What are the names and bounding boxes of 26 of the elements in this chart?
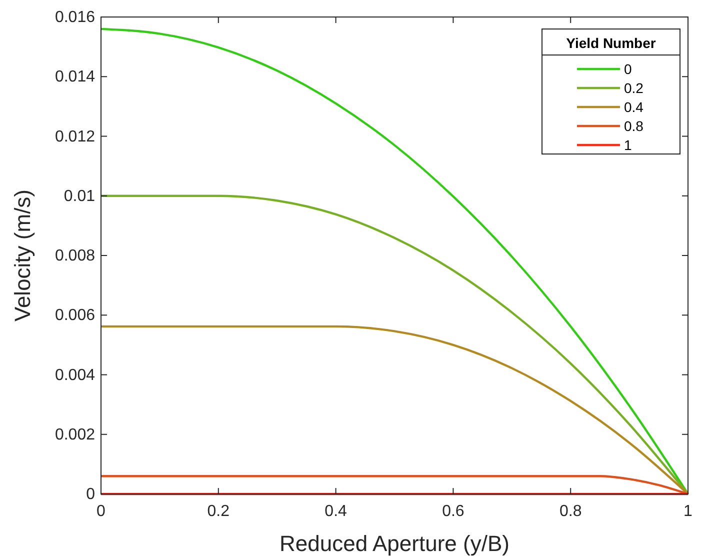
- y-axis-title: Velocity (m/s): [10, 189, 35, 322]
- x-tick-label: 1: [684, 503, 693, 520]
- legend-label: 1: [624, 137, 632, 153]
- legend-label: 0.2: [624, 80, 644, 96]
- x-tick-label: 0.4: [324, 503, 348, 520]
- legend-label: 0: [624, 61, 632, 77]
- y-tick-label: 0.004: [54, 366, 96, 384]
- y-tick-label: 0.008: [54, 248, 96, 264]
- legend-label: 0.8: [624, 118, 644, 134]
- legend-title: Yield Number: [566, 35, 656, 51]
- y-tick-label: 0.006: [54, 307, 96, 324]
- legend-label: 0.4: [624, 99, 644, 115]
- x-tick-label: 0.2: [207, 503, 230, 520]
- line-series: [100, 325, 690, 496]
- y-tick-label: 0.014: [54, 68, 96, 86]
- y-tick-label: 0: [86, 486, 96, 503]
- line-series: [100, 475, 690, 496]
- y-tick-label: 0.016: [54, 9, 96, 26]
- x-axis-title: Reduced Aperture (y/B): [280, 531, 510, 556]
- x-tick-label: 0: [96, 503, 106, 520]
- line-series: [100, 194, 690, 496]
- x-tick-label: 0.8: [559, 503, 582, 520]
- y-tick-label: 0.002: [54, 426, 96, 444]
- y-tick-label: 0.012: [54, 128, 96, 146]
- x-tick-label: 0.6: [442, 503, 464, 520]
- y-tick-label: 0.01: [64, 188, 96, 205]
